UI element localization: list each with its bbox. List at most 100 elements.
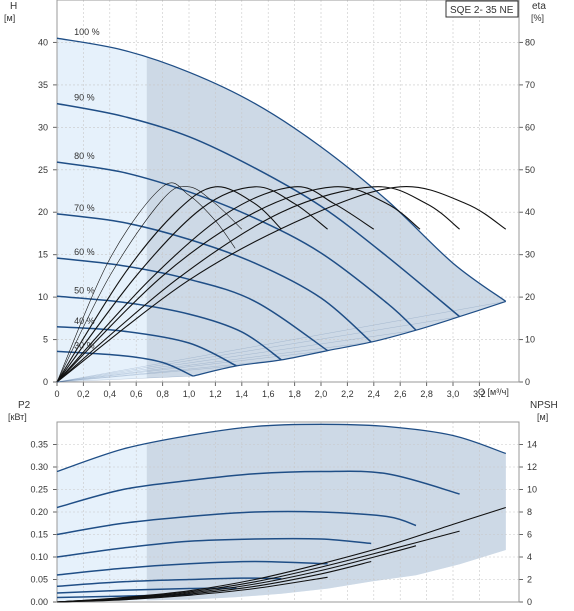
eta-tick-label: 20	[525, 292, 535, 302]
power-tick-label: 0.30	[30, 462, 48, 472]
head-axis-unit: [м]	[4, 13, 15, 23]
eta-axis-unit: [%]	[531, 13, 544, 23]
eta-tick-label: 40	[525, 207, 535, 217]
head-tick-label: 15	[38, 250, 48, 260]
power-curve	[56, 423, 507, 473]
flow-tick-label: 1,4	[236, 389, 249, 399]
flow-axis-label: Q [м³/ч]	[478, 387, 509, 397]
pump-name-box	[445, 0, 519, 18]
system-line	[56, 341, 372, 383]
head-curve	[56, 37, 507, 302]
flow-tick-labels: 0 0,2 0,4 0,6 0,8 1,0 1,2 1,4 1,6 1,8 2,0 2,2 2,4 2,6…	[54, 389, 485, 399]
power-tick-label: 0.00	[30, 597, 48, 607]
power-tick-label: 0.25	[30, 485, 48, 495]
npsh-curves	[56, 506, 506, 603]
npsh-curve	[56, 506, 506, 603]
power-curve	[56, 577, 282, 588]
speed-label: 70 %	[74, 203, 95, 213]
power-tick-label: 0.15	[30, 530, 48, 540]
power-tick-label: 0.35	[30, 440, 48, 450]
pump-name: SQE 2- 35 NE	[450, 5, 514, 16]
flow-tick-label: 2,4	[368, 389, 381, 399]
eta-tick-label: 50	[525, 165, 535, 175]
power-curve	[56, 537, 372, 558]
eta-tick-label: 60	[525, 122, 535, 132]
power-axis-unit: [кВт]	[8, 412, 27, 422]
speed-labels: 100 % 90 % 80 % 70 % 60 % 50 % 40 % 30 %	[74, 27, 100, 350]
npsh-curve	[56, 576, 328, 603]
flow-tick-label: 0	[54, 389, 59, 399]
eta-curve	[56, 186, 507, 383]
power-plot-frame	[56, 421, 520, 603]
head-tick-label: 10	[38, 292, 48, 302]
flow-tick-label: 3,2	[473, 389, 486, 399]
power-curve	[56, 510, 417, 536]
eta-tick-label: 30	[525, 250, 535, 260]
head-curve	[56, 326, 237, 367]
eta-curve	[56, 186, 282, 383]
eta-tick-label: 80	[525, 37, 535, 47]
head-tick-label: 30	[38, 122, 48, 132]
npsh-tick-label: 12	[527, 462, 537, 472]
npsh-tick-label: 0	[527, 597, 532, 607]
eta-curve	[56, 186, 460, 383]
head-curve	[56, 257, 329, 352]
npsh-tick-labels: 0 2 4 6 8 10 12 14	[527, 440, 537, 608]
power-grid	[53, 422, 523, 603]
eta-curve	[56, 186, 421, 383]
npsh-tick-label: 10	[527, 485, 537, 495]
head-curve	[56, 161, 417, 331]
speed-label: 80 %	[74, 151, 95, 161]
eta-tick-labels: 0 10 20 30 40 50 60 70 80	[525, 37, 535, 387]
head-operating-area	[57, 38, 506, 382]
power-panel: 0.00 0.05 0.10 0.15 0.20 0.25 0.30 0.35 0 2 4 6 8 10…	[8, 400, 558, 607]
head-max-flow-edge	[192, 300, 506, 377]
flow-tick-label: 2,2	[341, 389, 354, 399]
head-tick-label: 40	[38, 37, 48, 47]
flow-tick-label: 2,6	[394, 389, 407, 399]
flow-tick-label: 1,0	[183, 389, 196, 399]
npsh-curve	[56, 545, 417, 603]
head-curve	[56, 213, 372, 343]
eta-tick-label: 70	[525, 80, 535, 90]
head-tick-label: 5	[43, 335, 48, 345]
head-tick-label: 0	[43, 377, 48, 387]
power-tick-labels: 0.00 0.05 0.10 0.15 0.20 0.25 0.30 0.35	[30, 440, 48, 608]
flow-tick-label: 0,2	[77, 389, 90, 399]
system-line	[56, 365, 237, 383]
npsh-tick-label: 14	[527, 440, 537, 450]
flow-tick-label: 3,0	[447, 389, 460, 399]
eta-axis-label: eta	[532, 1, 546, 12]
flow-tick-label: 2,8	[420, 389, 433, 399]
head-curve	[56, 295, 282, 361]
npsh-tick-label: 2	[527, 575, 532, 585]
eta-curve	[56, 186, 243, 383]
flow-tick-label: 1,6	[262, 389, 275, 399]
head-panel: 100 % 90 % 80 % 70 % 60 % 50 % 40 % 30 % 0 0,2 0,…	[4, 0, 546, 399]
head-tick-label: 20	[38, 207, 48, 217]
flow-tick-label: 0,8	[156, 389, 169, 399]
speed-label: 60 %	[74, 247, 95, 257]
flow-tick-label: 2,0	[315, 389, 328, 399]
speed-label: 90 %	[74, 93, 95, 103]
system-line	[56, 375, 193, 383]
power-tick-label: 0.05	[30, 575, 48, 585]
flow-tick-label: 0,6	[130, 389, 143, 399]
speed-label: 30 %	[74, 340, 95, 350]
head-tick-labels: 0 5 10 15 20 25 30 35 40	[38, 37, 48, 387]
speed-label: 50 %	[74, 285, 95, 295]
eta-curve	[56, 186, 375, 383]
efficiency-curves	[56, 182, 507, 383]
power-tick-label: 0.20	[30, 507, 48, 517]
power-curve	[56, 470, 460, 509]
flow-tick-label: 0,4	[104, 389, 117, 399]
npsh-axis-unit: [м]	[537, 412, 548, 422]
speed-label: 40 %	[74, 316, 95, 326]
head-plot-frame	[56, 0, 520, 383]
power-tick-label: 0.10	[30, 552, 48, 562]
flow-tick-label: 1,8	[288, 389, 301, 399]
eta-tick-label: 0	[525, 377, 530, 387]
system-line	[56, 330, 417, 383]
power-curve	[56, 560, 328, 576]
